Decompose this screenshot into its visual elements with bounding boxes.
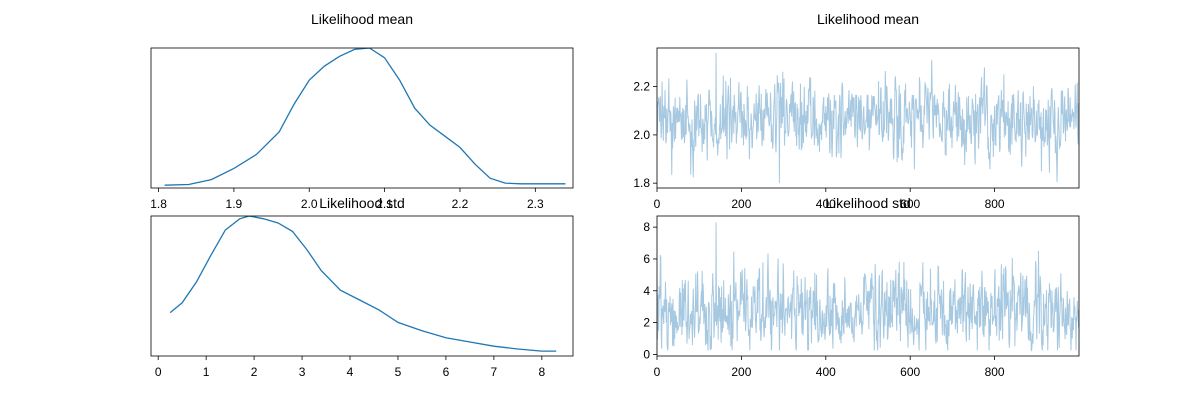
y-tick-label: 4 [643, 284, 650, 298]
subplot-title: Likelihood std [825, 195, 911, 211]
x-tick-label: 1 [203, 365, 210, 379]
subplot-title: Likelihood mean [311, 11, 413, 27]
x-tick-label: 2.2 [452, 197, 469, 211]
x-tick-label: 800 [985, 365, 1005, 379]
x-tick-label: 7 [491, 365, 498, 379]
y-tick-label: 8 [643, 220, 650, 234]
x-tick-label: 5 [395, 365, 402, 379]
x-tick-label: 600 [900, 197, 920, 211]
x-tick-label: 400 [816, 197, 836, 211]
x-tick-label: 200 [731, 365, 751, 379]
density-line [169, 216, 557, 352]
x-tick-label: 2 [251, 365, 258, 379]
y-tick-label: 2 [643, 316, 650, 330]
axes-frame [656, 47, 1080, 189]
x-tick-label: 1.9 [226, 197, 243, 211]
y-tick-label: 1.8 [633, 176, 650, 190]
subplot-title: Likelihood std [319, 195, 405, 211]
trace-line [657, 222, 1079, 352]
y-tick-label: 2.0 [633, 128, 650, 142]
density-line [164, 48, 566, 186]
x-tick-label: 6 [443, 365, 450, 379]
axes-frame [150, 215, 574, 357]
subplot-trace-2: 0 200 400 600 800 1.8 2.0 2.2 Likelihood mean [633, 11, 1080, 211]
subplot-kde-3: 0 1 2 3 4 5 6 7 8 Likelihood std [150, 195, 574, 379]
x-tick-label: 800 [985, 197, 1005, 211]
x-tick-label: 0 [654, 365, 661, 379]
y-tick-label: 6 [643, 252, 650, 266]
subplot-kde-1: 1.8 1.9 2.0 2.1 2.2 2.3 Likelihood mean [150, 11, 574, 211]
x-tick-label: 4 [347, 365, 354, 379]
y-tick-label: 0 [643, 347, 650, 361]
axes-frame [150, 47, 574, 189]
y-tick-label: 2.2 [633, 80, 650, 94]
x-tick-label: 400 [816, 365, 836, 379]
x-tick-label: 2.3 [527, 197, 544, 211]
x-tick-label: 2.0 [301, 197, 318, 211]
subplot-trace-4: 0 200 400 600 800 0 2 4 6 8 Likelihood std [643, 195, 1080, 379]
axes-frame [656, 215, 1080, 357]
x-tick-label: 3 [299, 365, 306, 379]
x-tick-label: 600 [900, 365, 920, 379]
x-tick-label: 2.1 [376, 197, 393, 211]
subplot-title: Likelihood mean [817, 11, 919, 27]
trace-line [657, 52, 1079, 184]
x-tick-label: 8 [538, 365, 545, 379]
x-tick-label: 200 [731, 197, 751, 211]
x-tick-label: 1.8 [150, 197, 167, 211]
x-tick-label: 0 [155, 365, 162, 379]
x-tick-label: 0 [654, 197, 661, 211]
